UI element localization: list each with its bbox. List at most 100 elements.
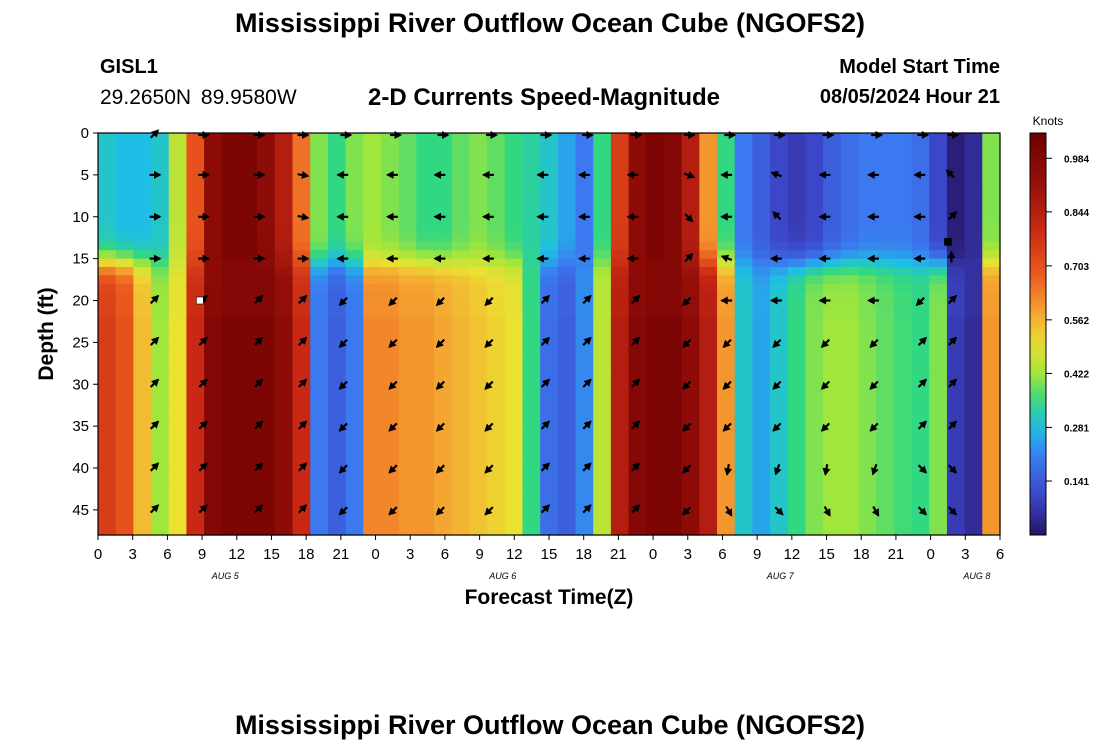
heatmap-cell [557, 401, 577, 410]
heatmap-cell [221, 392, 241, 402]
heatmap-cell [770, 183, 789, 193]
y-tick-label: 0 [81, 125, 89, 142]
heatmap-cell [221, 216, 241, 226]
arrow-head [820, 423, 830, 432]
heatmap-cell [257, 200, 276, 209]
heatmap-cell [911, 426, 930, 436]
heatmap-cell [734, 317, 753, 327]
heatmap-cell [575, 501, 594, 511]
arrow-head [632, 462, 641, 471]
heatmap-cell [717, 409, 736, 419]
heatmap-cell [628, 325, 647, 335]
heatmap-cell [186, 292, 205, 302]
heatmap-cell [292, 342, 311, 352]
heatmap-cell [398, 526, 417, 536]
heatmap-cell [416, 342, 435, 352]
heatmap-cell [575, 518, 594, 528]
arrow-head [820, 339, 830, 349]
heatmap-cell [593, 392, 612, 402]
heatmap-cell [893, 158, 913, 168]
current-arrow [684, 213, 694, 223]
arrow-head [915, 298, 924, 307]
heatmap-cell [610, 459, 630, 469]
heatmap-cell [982, 208, 1001, 218]
heatmap-cell [310, 342, 329, 352]
heatmap-cell [752, 317, 771, 327]
heatmap-cell [893, 434, 913, 444]
heatmap-cell [487, 442, 506, 452]
station-coordinates: 29.2650N 89.9580W [100, 86, 297, 109]
heatmap-cell [487, 317, 506, 327]
heatmap-cell [893, 442, 913, 452]
heatmap-cell [646, 233, 665, 243]
heatmap-cell [557, 267, 577, 276]
heatmap-cell [840, 216, 860, 226]
heatmap-cell [151, 166, 170, 176]
model-start-label: Model Start Time [839, 56, 1000, 78]
heatmap-cell [257, 409, 276, 419]
heatmap-cell [186, 241, 205, 251]
heatmap-cell [380, 401, 400, 410]
heatmap-cell [451, 401, 471, 410]
heatmap-cell [239, 208, 258, 218]
heatmap-cell [115, 258, 134, 268]
heatmap-cell [787, 216, 807, 226]
heatmap-cell [186, 375, 205, 385]
heatmap-cell [434, 409, 453, 419]
heatmap-cell [858, 275, 877, 285]
heatmap-cell [787, 426, 807, 436]
heatmap-cell [98, 468, 117, 477]
heatmap-cell [504, 225, 524, 235]
heatmap-cell [681, 384, 700, 394]
heatmap-cell [858, 325, 877, 335]
heatmap-cell [858, 526, 877, 536]
heatmap-cell [610, 350, 630, 360]
heatmap-cell [487, 359, 506, 369]
heatmap-cell [221, 384, 241, 394]
heatmap-cell [858, 317, 877, 327]
heatmap-cell [946, 426, 966, 436]
heatmap-cell [982, 241, 1001, 251]
arrow-head [948, 507, 958, 516]
heatmap-cell [98, 141, 117, 151]
current-arrow [484, 422, 494, 432]
heatmap-cell [451, 493, 471, 503]
heatmap-cell [257, 275, 276, 285]
arrow-head [682, 339, 691, 349]
heatmap-cell [805, 417, 824, 427]
heatmap-cell [469, 283, 488, 293]
heatmap-cell [646, 141, 665, 151]
heatmap-cell [168, 208, 188, 218]
heatmap-cell [363, 216, 382, 226]
arrow-head [386, 170, 394, 179]
heatmap-cell [398, 384, 417, 394]
heatmap-cell [840, 476, 860, 486]
heatmap-cell [327, 283, 347, 293]
heatmap-cell [964, 300, 983, 310]
heatmap-cell [840, 208, 860, 218]
heatmap-cell [363, 342, 382, 352]
heatmap-cell [292, 392, 311, 402]
heatmap-cell [522, 208, 541, 218]
heatmap-cell [876, 493, 895, 503]
heatmap-cell [398, 233, 417, 243]
heatmap-cell [522, 275, 541, 285]
current-arrow [631, 462, 641, 472]
heatmap-cell [911, 409, 930, 419]
current-arrow [254, 420, 264, 430]
heatmap-cell [221, 442, 241, 452]
heatmap-cell [133, 317, 152, 327]
heatmap-cell [186, 509, 205, 519]
heatmap-cell [487, 484, 506, 494]
heatmap-cell [593, 325, 612, 335]
heatmap-cell [115, 409, 134, 419]
heatmap-cell [451, 359, 471, 369]
heatmap-cell [540, 250, 559, 260]
heatmap-cell [522, 183, 541, 193]
heatmap-cell [840, 509, 860, 519]
heatmap-cell [168, 392, 188, 402]
heatmap-cell [257, 174, 276, 184]
current-arrow [149, 212, 162, 221]
y-tick-label: 25 [72, 334, 89, 351]
heatmap-cell [893, 300, 913, 310]
